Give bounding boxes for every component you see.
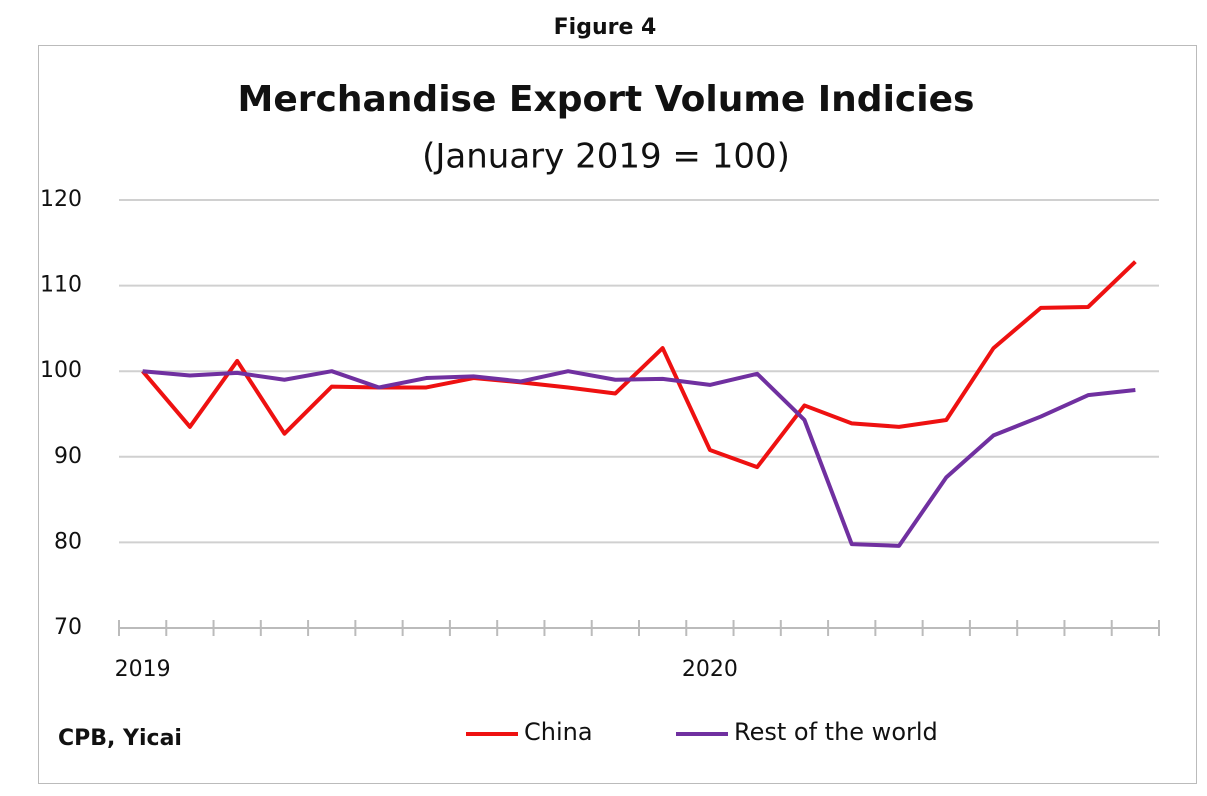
y-tick-label: 70 <box>54 615 82 640</box>
chart-subtitle: (January 2019 = 100) <box>422 137 790 177</box>
chart-frame <box>38 45 1197 784</box>
y-tick-label: 120 <box>40 187 82 212</box>
figure-label: Figure 4 <box>554 15 657 40</box>
chart-title: Merchandise Export Volume Indicies <box>238 79 975 120</box>
y-tick-label: 100 <box>40 358 82 383</box>
source: CPB, Yicai <box>58 726 182 751</box>
legend-label: China <box>524 718 593 746</box>
x-tick-label: 2020 <box>682 657 738 682</box>
y-tick-label: 80 <box>54 529 82 554</box>
series-line <box>142 369 1136 548</box>
y-tick-label: 110 <box>40 273 82 298</box>
y-tick-label: 90 <box>54 444 82 469</box>
x-tick-label: 2019 <box>115 657 171 682</box>
legend-label: Rest of the world <box>734 718 938 746</box>
series-line <box>141 260 1137 470</box>
